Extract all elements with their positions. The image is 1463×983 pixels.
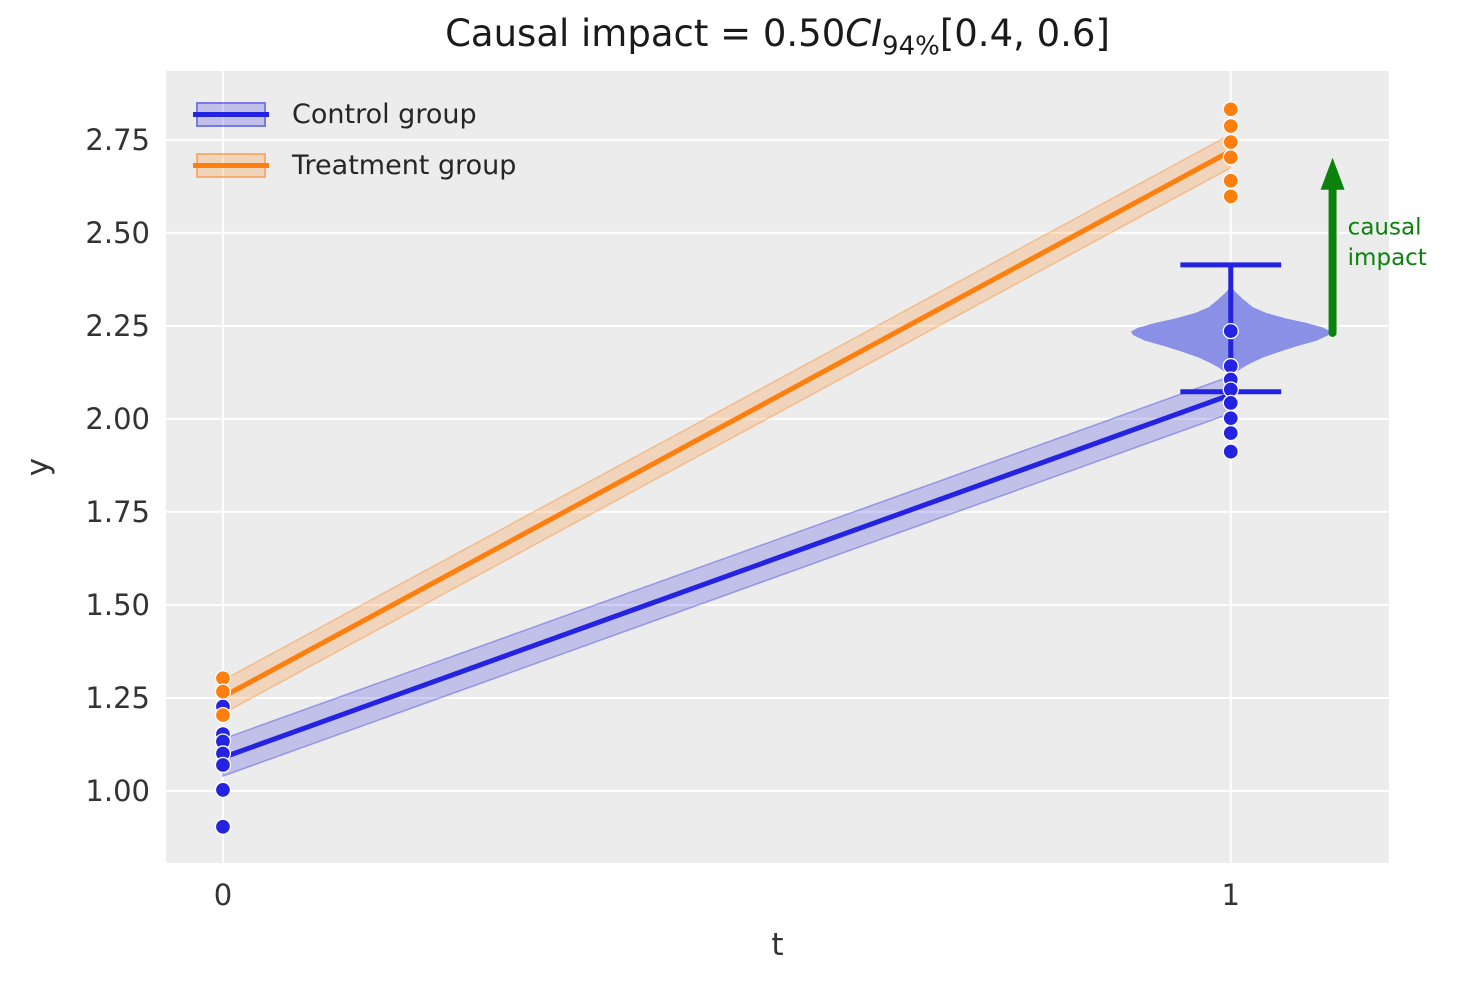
data-point: [214, 706, 232, 724]
x-tick-label: 0: [214, 878, 232, 912]
legend-line-control: [193, 112, 269, 117]
data-point: [1222, 322, 1239, 340]
legend-item-treatment-group: Treatment group: [193, 150, 517, 181]
chart-title: Causal impact = 0.50CI94%[0.4, 0.6]: [166, 12, 1389, 61]
legend-line-treatment: [193, 163, 269, 168]
data-point: [1222, 394, 1239, 412]
data-point: [214, 756, 232, 774]
data-point: [1222, 172, 1239, 189]
causal-impact-label: causal: [1348, 215, 1422, 241]
title-interval: [0.4, 0.6]: [939, 12, 1110, 55]
data-point: [214, 683, 232, 700]
data-point: [1222, 133, 1239, 151]
data-point: [1222, 410, 1239, 427]
axes-background: [166, 71, 1389, 863]
y-tick-label: 1.00: [85, 774, 150, 808]
legend-label-treatment: Treatment group: [292, 150, 517, 181]
data-point: [1222, 188, 1239, 205]
x-axis-label: t: [771, 927, 783, 963]
regression-line: [220, 392, 1234, 761]
data-point: [214, 781, 232, 799]
y-axis-label: y: [20, 458, 56, 476]
title-text: Causal impact = 0.50: [445, 12, 846, 55]
y-tick-label: 2.50: [85, 216, 150, 250]
y-tick-label: 2.00: [85, 402, 150, 436]
x-tick-label: 1: [1222, 878, 1240, 912]
y-tick-label: 1.50: [85, 588, 150, 622]
data-point: [1222, 443, 1239, 460]
legend-swatch-treatment: [193, 153, 269, 178]
title-ci-subscript: 94%: [882, 31, 940, 62]
title-ci: CI: [845, 12, 883, 55]
regression-line: [220, 148, 1234, 700]
legend: Control group Treatment group: [193, 99, 517, 203]
data-point: [1222, 117, 1239, 135]
y-tick-label: 1.75: [85, 495, 150, 529]
data-point: [1222, 149, 1239, 166]
data-point: [1222, 101, 1239, 118]
legend-label-control: Control group: [292, 99, 477, 130]
causal-impact-arrow-head: [1320, 157, 1345, 190]
data-point: [214, 818, 232, 835]
y-tick-label: 2.25: [85, 309, 150, 343]
data-point: [1222, 424, 1239, 442]
y-tick-label: 1.25: [85, 681, 150, 715]
legend-item-control-group: Control group: [193, 99, 516, 130]
legend-swatch-control: [193, 102, 269, 127]
causal-impact-label: impact: [1348, 245, 1427, 271]
y-tick-label: 2.75: [85, 123, 150, 157]
